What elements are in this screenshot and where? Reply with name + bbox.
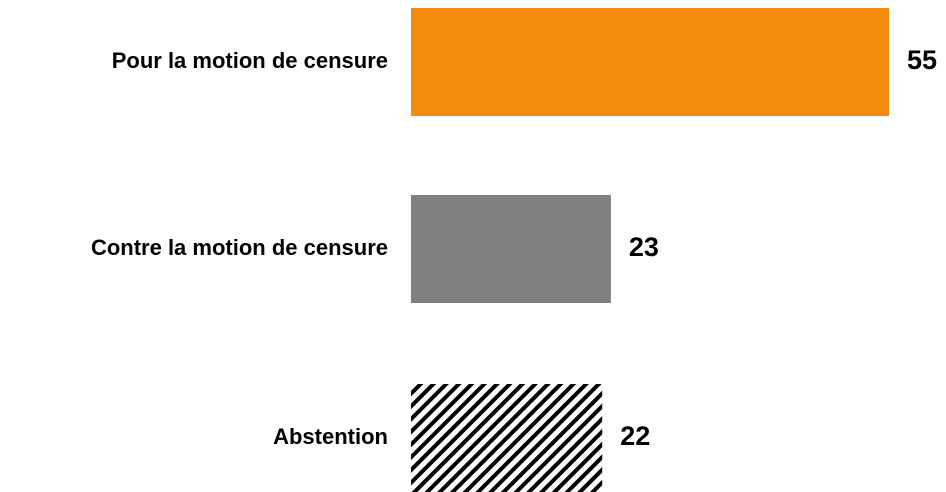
value-label: 55	[907, 45, 937, 75]
category-label: Abstention	[273, 424, 388, 449]
category-label: Pour la motion de censure	[112, 48, 388, 73]
value-label: 22	[620, 421, 650, 451]
value-label: 23	[629, 232, 659, 262]
bar	[411, 8, 889, 116]
bar	[411, 195, 611, 303]
bar	[411, 384, 603, 492]
category-label: Contre la motion de censure	[91, 235, 388, 260]
